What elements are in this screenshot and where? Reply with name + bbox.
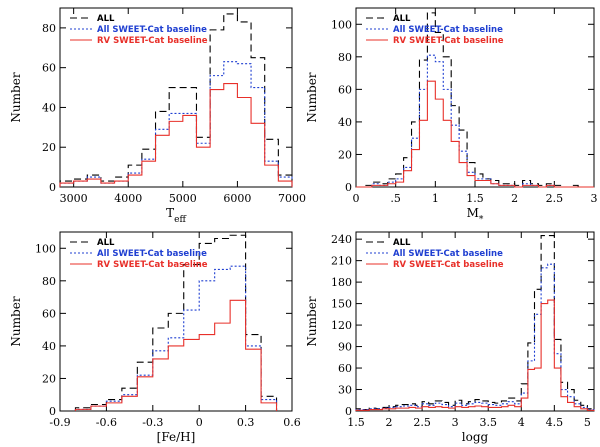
x-axis-label: M* (467, 206, 484, 225)
legend-label-all: ALL (97, 14, 115, 24)
x-tick-label: 5000 (169, 192, 197, 205)
x-tick-label: 5 (584, 416, 591, 429)
x-tick-label: 4.5 (546, 416, 564, 429)
y-axis-label: Number (9, 296, 23, 346)
x-axis-label-subscript: * (479, 215, 484, 225)
x-tick-label: 3000 (60, 192, 88, 205)
y-tick-label: 100 (331, 18, 352, 31)
x-tick-label: 7000 (278, 192, 306, 205)
x-tick-label: 3 (452, 416, 459, 429)
y-tick-label: 150 (331, 298, 352, 311)
legend-label-all_baseline: All SWEET-Cat baseline (97, 249, 207, 259)
y-tick-label: 20 (42, 141, 56, 154)
x-tick-label: 2.5 (546, 192, 564, 205)
x-tick-label: 2 (511, 192, 518, 205)
x-tick-label: 3 (591, 192, 598, 205)
series-rv_baseline-mass (356, 80, 594, 188)
legend-label-all: ALL (97, 238, 115, 248)
x-tick-label: 0 (353, 192, 360, 205)
x-tick-label: -0.9 (49, 416, 70, 429)
y-tick-label: 40 (42, 340, 56, 353)
chart-panel-teff: 3000 4000 5000 6000 7000 0 20 40 60 80 Teff Number A… (9, 7, 306, 225)
x-tick-label: 0.6 (283, 416, 301, 429)
y-tick-label: 0 (49, 405, 56, 418)
x-tick-label: 6000 (223, 192, 251, 205)
legend-label-all_baseline: All SWEET-Cat baseline (393, 249, 503, 259)
series-all-mass (356, 12, 594, 188)
series-rv_baseline-feh (74, 299, 278, 411)
y-tick-label: 120 (331, 319, 352, 332)
plot-frame (59, 231, 293, 412)
y-tick-label: 90 (338, 341, 352, 354)
y-tick-label: 60 (338, 83, 352, 96)
legend-label-all: ALL (393, 14, 411, 24)
y-tick-label: 60 (42, 62, 56, 75)
y-tick-label: 0 (345, 181, 352, 194)
series-all_baseline-logg (355, 263, 595, 411)
series-all-teff (59, 13, 293, 187)
y-tick-label: 40 (338, 116, 352, 129)
chart-panel-feh: -0.9 -0.6 -0.3 0 0.3 0.6 0 20 40 60 80 100 [Fe/H] Num… (9, 231, 301, 444)
x-tick-label: -0.3 (142, 416, 163, 429)
x-tick-label: .5 (390, 192, 401, 205)
series-all-logg (355, 235, 595, 411)
y-tick-label: 240 (331, 233, 352, 246)
x-tick-label: 4000 (114, 192, 142, 205)
y-axis-label: Number (305, 296, 319, 346)
y-tick-label: 20 (338, 148, 352, 161)
y-tick-label: 20 (42, 372, 56, 385)
series-rv_baseline-logg (355, 299, 595, 411)
plot-frame (59, 7, 293, 188)
y-tick-label: 0 (49, 181, 56, 194)
x-tick-label: 0 (196, 416, 203, 429)
legend-label-all_baseline: All SWEET-Cat baseline (97, 25, 207, 35)
series-all_baseline-feh (74, 265, 278, 411)
x-tick-label: 2.5 (413, 416, 431, 429)
y-tick-label: 60 (42, 307, 56, 320)
x-tick-label: 2 (386, 416, 393, 429)
y-tick-label: 30 (338, 384, 352, 397)
x-tick-label: 0.3 (237, 416, 255, 429)
x-tick-label: 1 (432, 192, 439, 205)
y-tick-label: 0 (345, 405, 352, 418)
y-tick-label: 80 (42, 22, 56, 35)
chart-panel-logg: 1.5 2 2.5 3 3.5 4 4.5 5 0 30 60 90 120 150 180 210 240 lo… (305, 231, 595, 444)
y-tick-label: 100 (35, 242, 56, 255)
legend-label-rv_baseline: RV SWEET-Cat baseline (393, 260, 504, 270)
x-tick-label: 3.5 (479, 416, 497, 429)
series-rv_baseline-teff (59, 83, 293, 187)
x-tick-label: -0.6 (96, 416, 117, 429)
y-tick-label: 60 (338, 362, 352, 375)
x-tick-label: 1.5 (466, 192, 484, 205)
legend-label-all: ALL (393, 238, 411, 248)
x-axis-label-subscript: eff (174, 215, 186, 225)
y-tick-label: 40 (42, 101, 56, 114)
x-axis-label: logg (462, 430, 489, 444)
x-axis-label: Teff (166, 206, 186, 225)
x-axis-label: [Fe/H] (157, 430, 196, 444)
y-tick-label: 180 (331, 276, 352, 289)
legend-label-rv_baseline: RV SWEET-Cat baseline (97, 36, 208, 46)
y-tick-label: 80 (42, 275, 56, 288)
legend-label-rv_baseline: RV SWEET-Cat baseline (97, 260, 208, 270)
series-all-feh (74, 234, 278, 411)
x-tick-label: 4 (518, 416, 525, 429)
x-tick-label: 1.5 (347, 416, 365, 429)
legend-label-all_baseline: All SWEET-Cat baseline (393, 25, 503, 35)
plot-frame (355, 231, 595, 412)
y-tick-label: 210 (331, 255, 352, 268)
y-axis-label: Number (305, 72, 319, 122)
series-all_baseline-mass (356, 54, 594, 188)
y-axis-label: Number (9, 72, 23, 122)
legend-label-rv_baseline: RV SWEET-Cat baseline (393, 36, 504, 46)
series-all_baseline-teff (59, 61, 293, 187)
y-tick-label: 80 (338, 51, 352, 64)
